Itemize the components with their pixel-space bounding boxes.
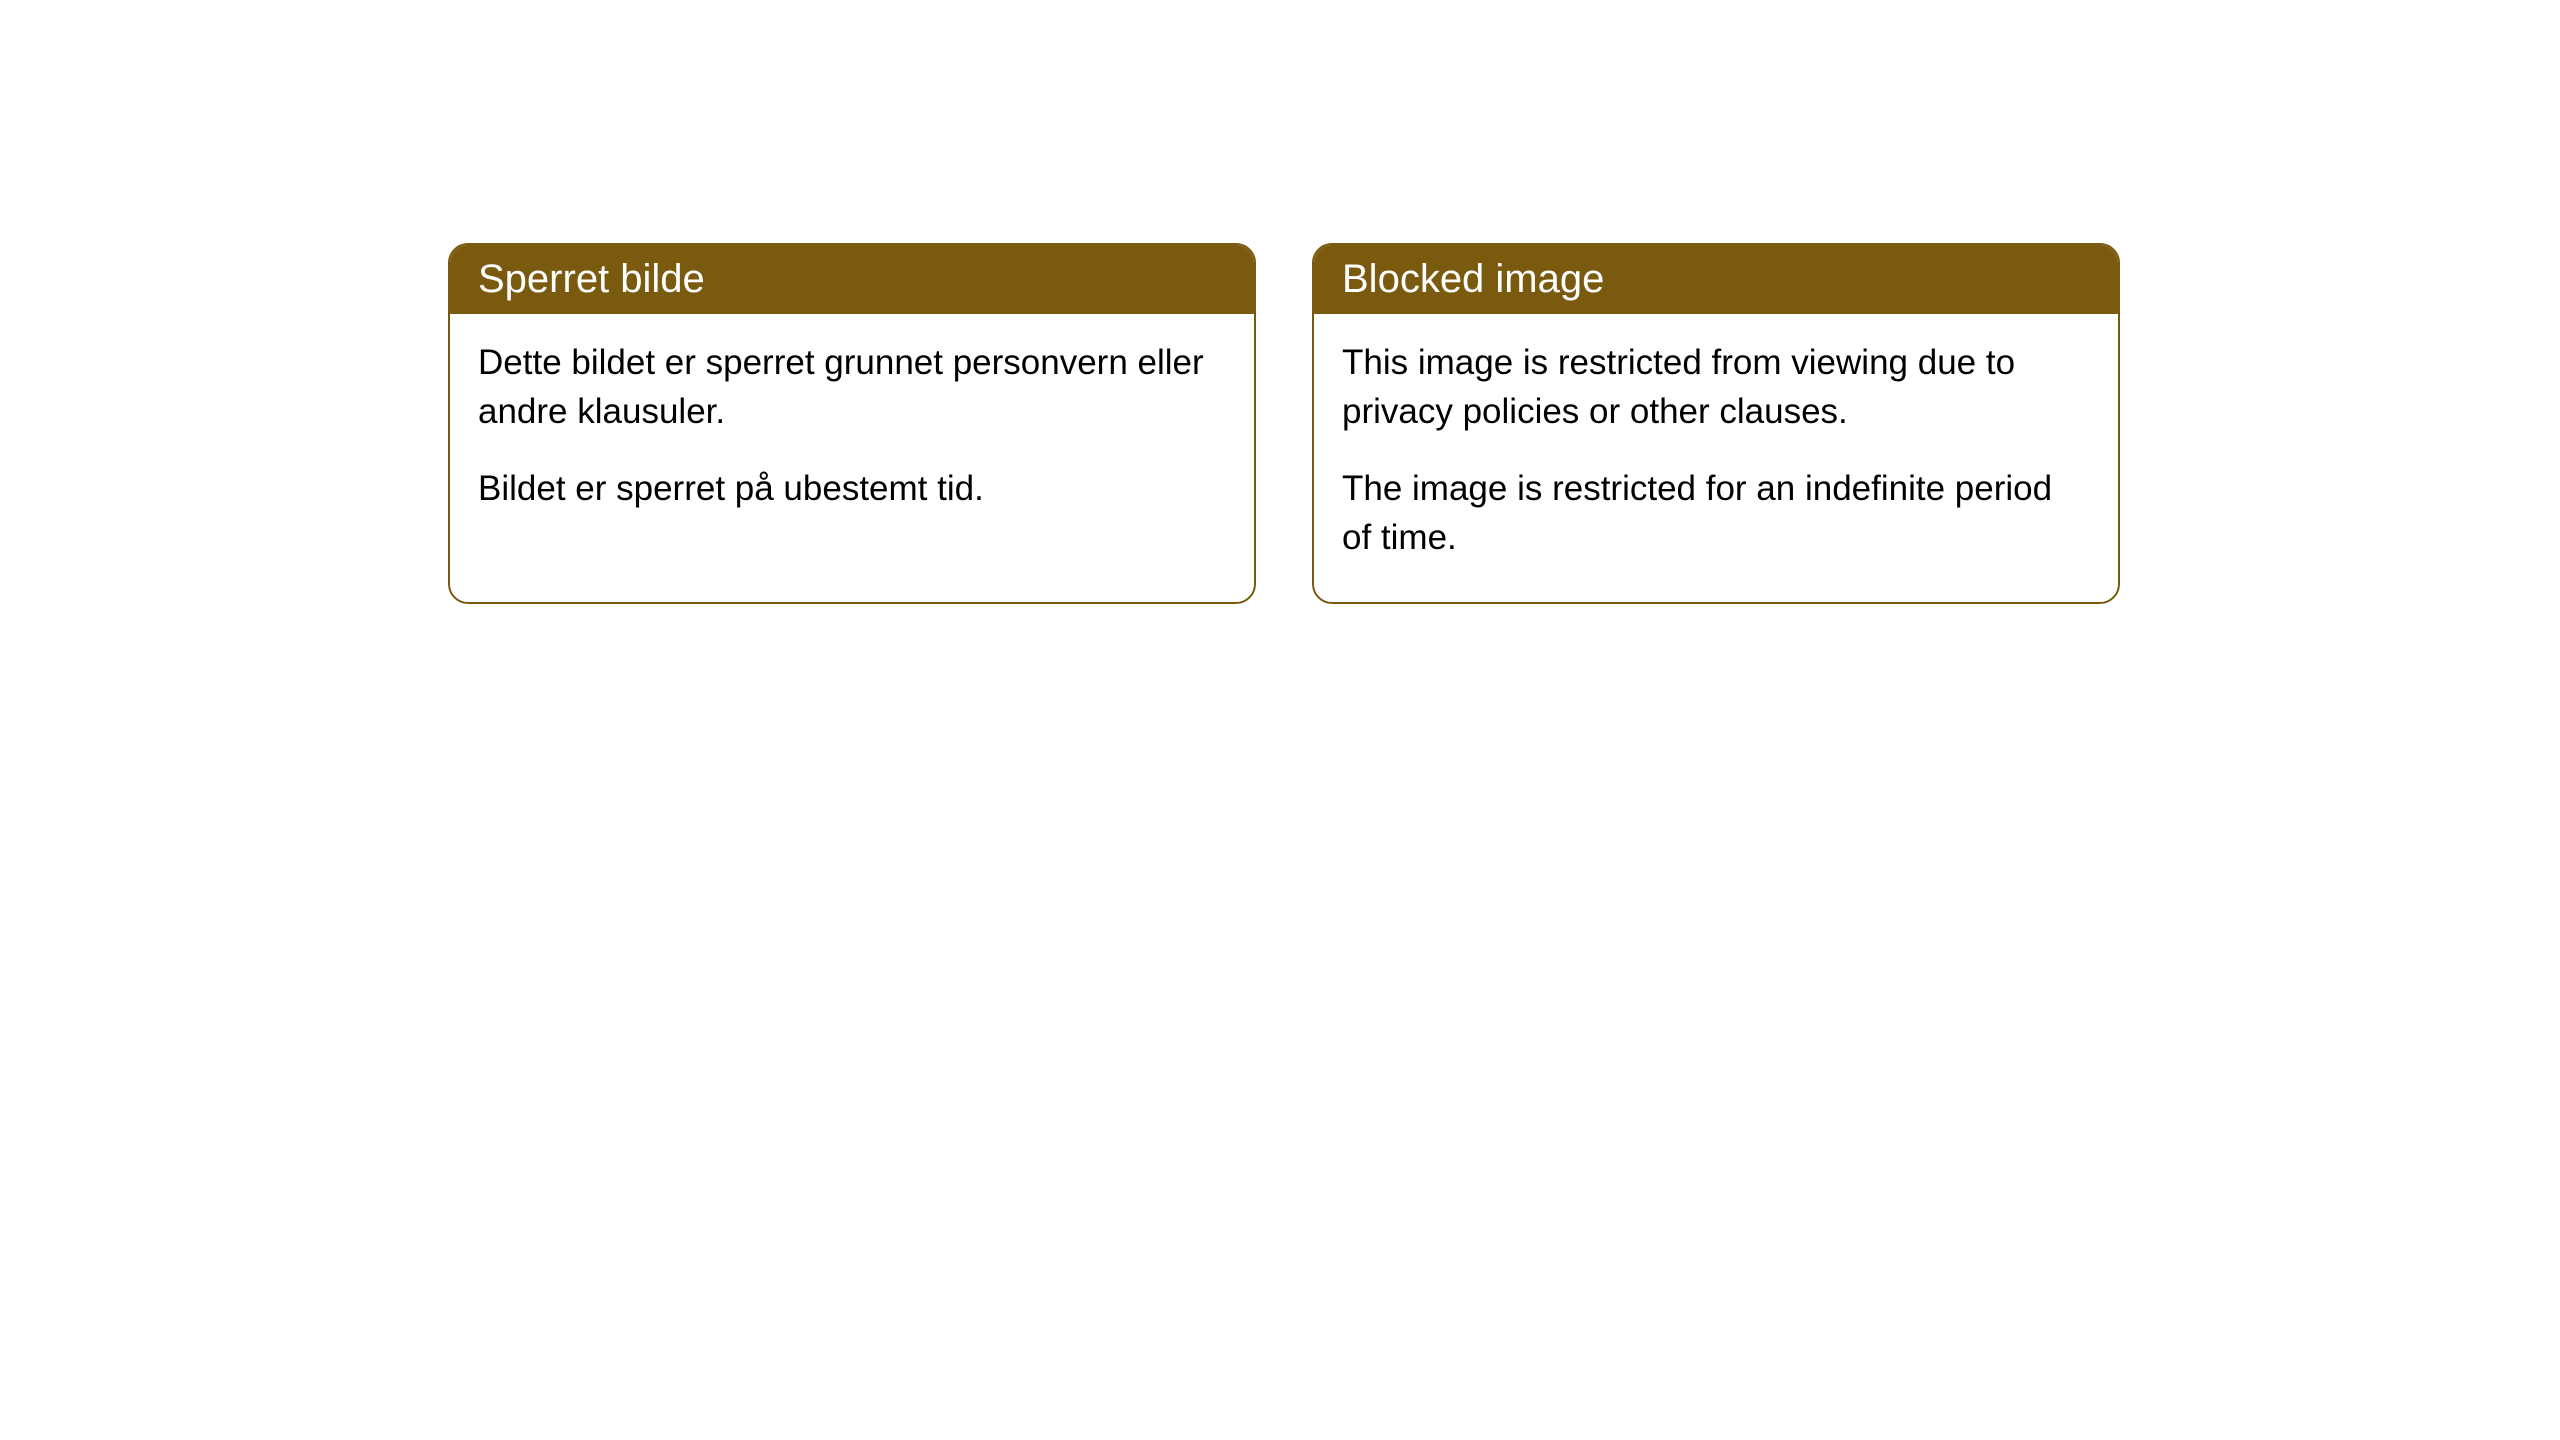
notice-card-english: Blocked image This image is restricted f… <box>1312 243 2120 604</box>
card-paragraph-1-english: This image is restricted from viewing du… <box>1342 338 2090 436</box>
notice-cards-container: Sperret bilde Dette bildet er sperret gr… <box>448 243 2120 604</box>
card-paragraph-1-norwegian: Dette bildet er sperret grunnet personve… <box>478 338 1226 436</box>
card-title-english: Blocked image <box>1342 257 1604 301</box>
card-header-norwegian: Sperret bilde <box>450 245 1254 314</box>
card-paragraph-2-norwegian: Bildet er sperret på ubestemt tid. <box>478 464 1226 513</box>
card-title-norwegian: Sperret bilde <box>478 257 705 301</box>
card-paragraph-2-english: The image is restricted for an indefinit… <box>1342 464 2090 562</box>
card-body-english: This image is restricted from viewing du… <box>1314 314 2118 602</box>
notice-card-norwegian: Sperret bilde Dette bildet er sperret gr… <box>448 243 1256 604</box>
card-body-norwegian: Dette bildet er sperret grunnet personve… <box>450 314 1254 553</box>
card-header-english: Blocked image <box>1314 245 2118 314</box>
